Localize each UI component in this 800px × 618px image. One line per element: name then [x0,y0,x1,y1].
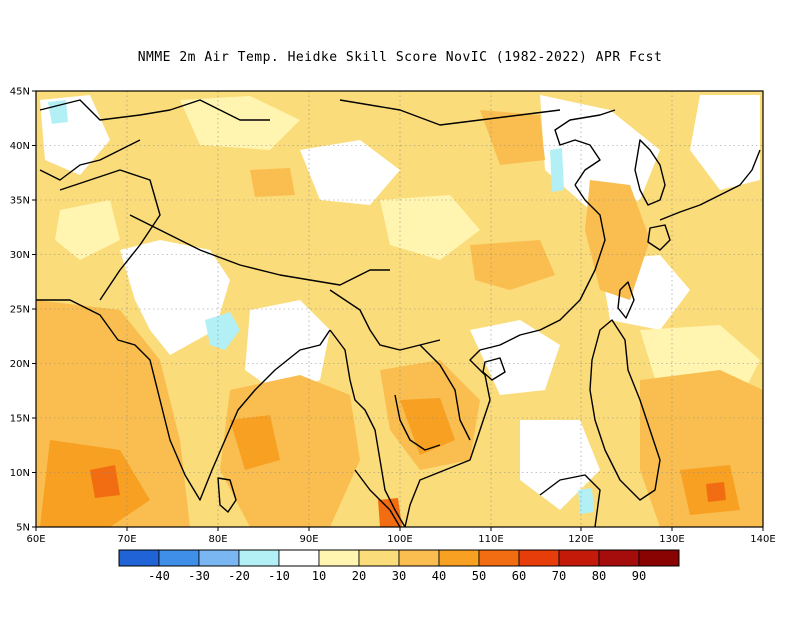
y-axis-labels: 5N 10N 15N 20N 25N 30N 35N 40N 45N [10,87,30,534]
x-axis-labels: 60E 70E 80E 90E 100E 110E 120E 130E 140E [26,534,775,545]
tick-marks [32,90,764,531]
sumatra [354,469,401,527]
mongolia-border [339,99,561,126]
skill-patch-high [480,110,545,165]
gridlines [36,91,763,527]
colorbar-swatch [558,549,600,567]
borneo [539,474,601,527]
skill-patch-highest [706,482,726,502]
skill-patch-white [300,140,400,205]
korea [634,139,666,206]
skill-patch-high [250,168,295,197]
skill-field [36,95,763,527]
colorbar-swatch [598,549,640,567]
skill-patch-white [540,95,660,210]
map-panel: 60E 70E 80E 90E 100E 110E 120E 130E 140E… [10,87,776,546]
colorbar-label: -40 [148,569,170,583]
indochina-coast [404,184,606,527]
x-tick-label: 130E [659,534,684,545]
japan-honshu [659,149,761,221]
skill-patch-negative [550,148,564,192]
x-tick-label: 60E [26,534,45,545]
colorbar-label: 80 [592,569,606,583]
x-tick-label: 90E [299,534,318,545]
y-tick-label: 15N [10,414,30,425]
skill-patch-white [120,240,230,355]
colorbar-label: 90 [632,569,646,583]
skill-patch-highest [400,398,455,455]
x-tick-label: 120E [568,534,593,545]
colorbar-label: 70 [552,569,566,583]
skill-patch-negative [48,100,68,124]
central-asia-border [39,99,270,121]
skill-patch-white [520,420,600,510]
skill-patch-high [220,375,360,527]
colorbar-swatch [198,549,240,567]
gulf-of-thailand [394,394,441,451]
y-tick-label: 40N [10,141,30,152]
x-tick-label: 70E [117,534,136,545]
colorbar-swatch [158,549,200,567]
y-tick-label: 30N [10,250,30,261]
y-tick-label: 20N [10,359,30,370]
skill-patch-light [180,96,300,150]
y-tick-label: 35N [10,196,30,207]
skill-patch-highest [90,465,120,498]
himalaya-border [129,214,390,286]
afghanistan-border [39,139,141,181]
colorbar-label: 60 [512,569,526,583]
colorbar-label: 40 [432,569,446,583]
skill-patch-negative [578,488,594,514]
colorbar-label: 50 [472,569,486,583]
hainan [482,357,506,381]
colorbar-swatch [438,549,480,567]
taiwan [617,281,635,319]
skill-patch-white [470,320,560,395]
colorbar-swatch [118,549,160,567]
y-tick-label: 5N [16,523,30,534]
colorbar-swatch [518,549,560,567]
skill-patch-light [55,200,120,260]
colorbar-swatch [238,549,280,567]
colorbar-label: 20 [352,569,366,583]
sri-lanka [217,477,237,513]
skill-patch-highest [230,415,280,470]
vietnam-laos-border [419,344,471,441]
x-tick-label: 100E [387,534,412,545]
pakistan-border [59,169,161,301]
colorbar: -40 -30 -20 -10 10 20 30 40 50 60 70 80 90 [118,549,680,583]
colorbar-label: -30 [188,569,210,583]
colorbar-swatch [478,549,520,567]
colorbar-label: 10 [312,569,326,583]
colorbar-swatch [358,549,400,567]
coastlines [36,99,761,527]
x-tick-label: 110E [478,534,503,545]
colorbar-swatch [638,549,680,567]
philippines [589,319,661,501]
y-tick-label: 10N [10,468,30,479]
x-tick-label: 140E [750,534,775,545]
china-coast-north [554,109,616,186]
bay-of-bengal-east-coast [329,329,406,527]
skill-patch-light [380,195,480,260]
x-tick-label: 80E [208,534,227,545]
skill-patch-high [585,180,650,300]
skill-patch-white [690,95,760,190]
skill-patch-negative [205,312,240,350]
japan-kyushu [647,224,671,251]
india-coast [36,299,331,501]
colorbar-swatch [278,549,320,567]
colorbar-swatch [318,549,360,567]
y-tick-label: 25N [10,305,30,316]
colorbar-swatch [398,549,440,567]
y-tick-label: 45N [10,87,30,98]
colorbar-label: -10 [268,569,290,583]
skill-patch-high [470,240,555,290]
map-title: NMME 2m Air Temp. Heidke Skill Score Nov… [137,50,663,65]
myanmar-border [329,289,441,351]
colorbar-frame [118,549,680,567]
colorbar-label: -20 [228,569,250,583]
colorbar-label: 30 [392,569,406,583]
